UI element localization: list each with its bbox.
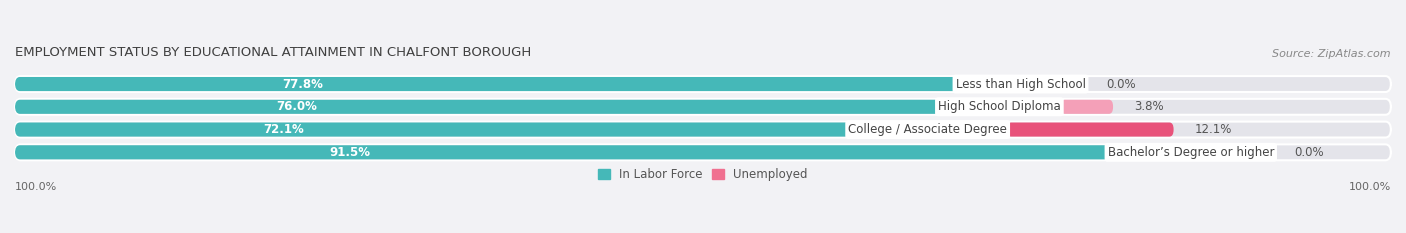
FancyBboxPatch shape [15, 99, 1391, 115]
Text: 100.0%: 100.0% [15, 182, 58, 192]
Text: High School Diploma: High School Diploma [938, 100, 1060, 113]
FancyBboxPatch shape [1060, 100, 1114, 114]
Legend: In Labor Force, Unemployed: In Labor Force, Unemployed [598, 168, 808, 181]
Text: 91.5%: 91.5% [330, 146, 371, 159]
FancyBboxPatch shape [15, 76, 1391, 92]
Text: Bachelor’s Degree or higher: Bachelor’s Degree or higher [1108, 146, 1274, 159]
FancyBboxPatch shape [15, 145, 1274, 159]
FancyBboxPatch shape [15, 122, 1391, 137]
Text: 12.1%: 12.1% [1194, 123, 1232, 136]
FancyBboxPatch shape [15, 100, 1060, 114]
Text: 76.0%: 76.0% [277, 100, 318, 113]
Text: 3.8%: 3.8% [1133, 100, 1163, 113]
Text: College / Associate Degree: College / Associate Degree [848, 123, 1007, 136]
Text: Source: ZipAtlas.com: Source: ZipAtlas.com [1272, 49, 1391, 59]
Text: Less than High School: Less than High School [956, 78, 1085, 91]
Text: 0.0%: 0.0% [1295, 146, 1324, 159]
Text: 72.1%: 72.1% [263, 123, 304, 136]
FancyBboxPatch shape [15, 123, 1007, 137]
FancyBboxPatch shape [15, 77, 1085, 91]
Text: 0.0%: 0.0% [1107, 78, 1136, 91]
FancyBboxPatch shape [1007, 123, 1174, 137]
FancyBboxPatch shape [15, 144, 1391, 160]
Text: EMPLOYMENT STATUS BY EDUCATIONAL ATTAINMENT IN CHALFONT BOROUGH: EMPLOYMENT STATUS BY EDUCATIONAL ATTAINM… [15, 46, 531, 59]
Text: 77.8%: 77.8% [283, 78, 323, 91]
Text: 100.0%: 100.0% [1348, 182, 1391, 192]
